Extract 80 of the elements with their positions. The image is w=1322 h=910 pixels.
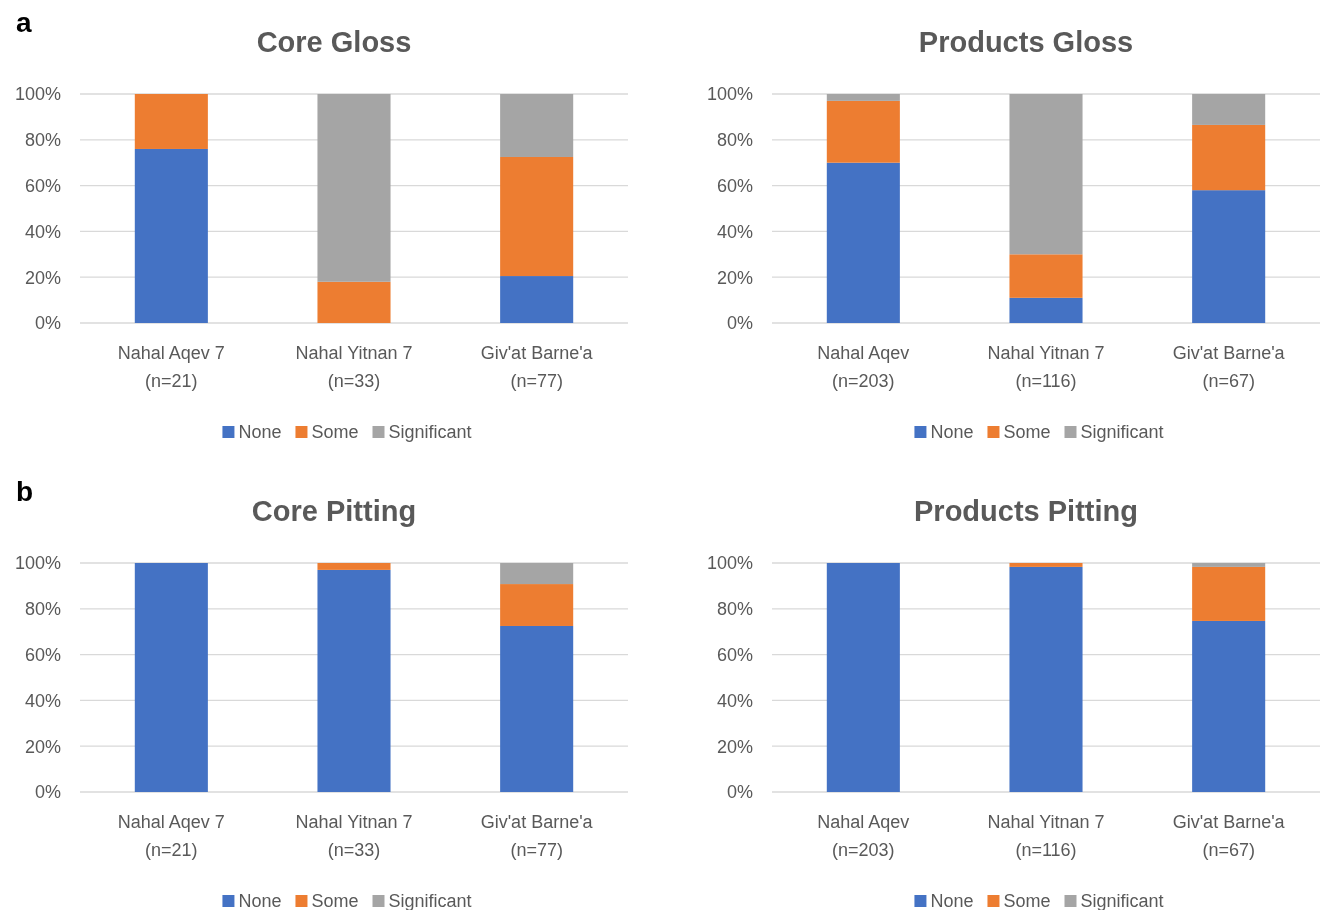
x-tick-label: Nahal Yitnan 7 (n=33) [295,343,413,391]
legend-label: Some [311,422,359,443]
y-tick-label: 100% [14,553,61,574]
bar [826,563,900,792]
y-tick-label: 100% [706,84,753,105]
bar [1192,124,1266,191]
text: a [16,7,32,38]
bar [317,563,391,570]
x-tick-label: Nahal Yitnan 7 (n=33) [295,812,413,860]
bar [134,563,208,792]
x-tick-label: Giv'at Barne'a (n=67) [1172,343,1286,391]
x-tick-label: Giv'at Barne'a (n=77) [480,343,594,391]
bar [826,100,900,163]
legend-label: Significant [1080,422,1164,443]
bar [317,281,391,323]
bar [1192,94,1266,125]
legend-label: Some [311,891,359,910]
x-tick-label: Giv'at Barne'a (n=77) [480,812,594,860]
bar [317,569,391,792]
y-tick-label: 40% [24,221,61,242]
y-tick-label: 20% [24,736,61,757]
x-tick-label: Nahal Yitnan 7 (n=116) [987,343,1105,391]
bar [1009,563,1083,567]
y-tick-label: 40% [716,690,753,711]
legend-label: None [930,891,974,910]
bar [500,276,574,323]
legend-label: None [930,422,974,443]
bar [134,148,208,323]
x-tick-label: Nahal Aqev (n=203) [817,812,910,860]
legend-label: Significant [388,422,472,443]
y-tick-label: 60% [24,644,61,665]
bar [500,625,574,792]
chart-title: Products Gloss [918,26,1134,58]
y-tick-label: 100% [14,84,61,105]
bar [1192,566,1266,621]
bar [1009,94,1083,255]
y-tick-label: 40% [24,690,61,711]
y-tick-label: 0% [726,313,753,334]
legend-label: Some [1003,422,1051,443]
chart-title: Core Gloss [256,26,412,58]
chart-title: Products Pitting [914,495,1138,527]
bar [317,94,391,282]
bar [1009,297,1083,323]
y-tick-label: 80% [24,130,61,151]
y-tick-label: 60% [24,175,61,196]
y-tick-label: 40% [716,221,753,242]
bar [1009,566,1083,792]
legend-label: Some [1003,891,1051,910]
y-tick-label: 60% [716,644,753,665]
bar [500,156,574,277]
bar [1192,620,1266,792]
x-tick-label: Nahal Aqev 7 (n=21) [117,343,225,391]
chart-title: Core Pitting [251,495,417,527]
bar [826,162,900,323]
bar [500,584,574,626]
y-tick-label: 0% [34,782,61,803]
y-tick-label: 20% [716,736,753,757]
legend-label: None [238,422,282,443]
y-tick-label: 100% [706,553,753,574]
x-tick-label: Nahal Aqev 7 (n=21) [117,812,225,860]
bar [1009,254,1083,298]
y-tick-label: 0% [34,313,61,334]
y-tick-label: 0% [726,782,753,803]
bar [500,94,574,157]
y-tick-label: 20% [24,267,61,288]
x-tick-label: Nahal Yitnan 7 (n=116) [987,812,1105,860]
legend-label: None [238,891,282,910]
y-tick-label: 20% [716,267,753,288]
y-tick-label: 80% [716,599,753,620]
text: b [16,476,34,507]
y-tick-label: 80% [24,599,61,620]
y-tick-label: 60% [716,175,753,196]
bar [1192,190,1266,323]
bar [826,94,900,101]
x-tick-label: Giv'at Barne'a (n=67) [1172,812,1286,860]
x-tick-label: Nahal Aqev (n=203) [817,343,910,391]
bar [1192,563,1266,567]
bar [134,94,208,149]
y-tick-label: 80% [716,130,753,151]
bar [500,563,574,585]
